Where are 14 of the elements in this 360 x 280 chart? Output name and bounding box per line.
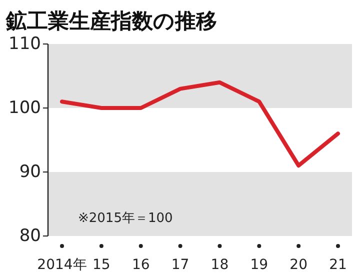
x-tick-label: 21 xyxy=(329,257,347,273)
x-tick-label: 19 xyxy=(250,257,268,273)
x-tick-label: 20 xyxy=(290,257,308,273)
annotation: ※2015年＝100 xyxy=(78,211,173,226)
x-tick-label: 15 xyxy=(92,257,110,273)
y-tick-label: 80 xyxy=(19,226,41,246)
y-tick-label: 90 xyxy=(19,162,41,182)
title: 鉱工業生産指数の推移 xyxy=(6,9,217,33)
x-tick-label: 16 xyxy=(132,257,150,273)
x-tick-label: 2014年 xyxy=(37,257,87,273)
x-tick-label: 18 xyxy=(210,257,229,273)
x-tick-label: 17 xyxy=(171,257,190,273)
y-tick-label: 110 xyxy=(8,34,41,54)
y-tick-label: 100 xyxy=(8,98,41,118)
